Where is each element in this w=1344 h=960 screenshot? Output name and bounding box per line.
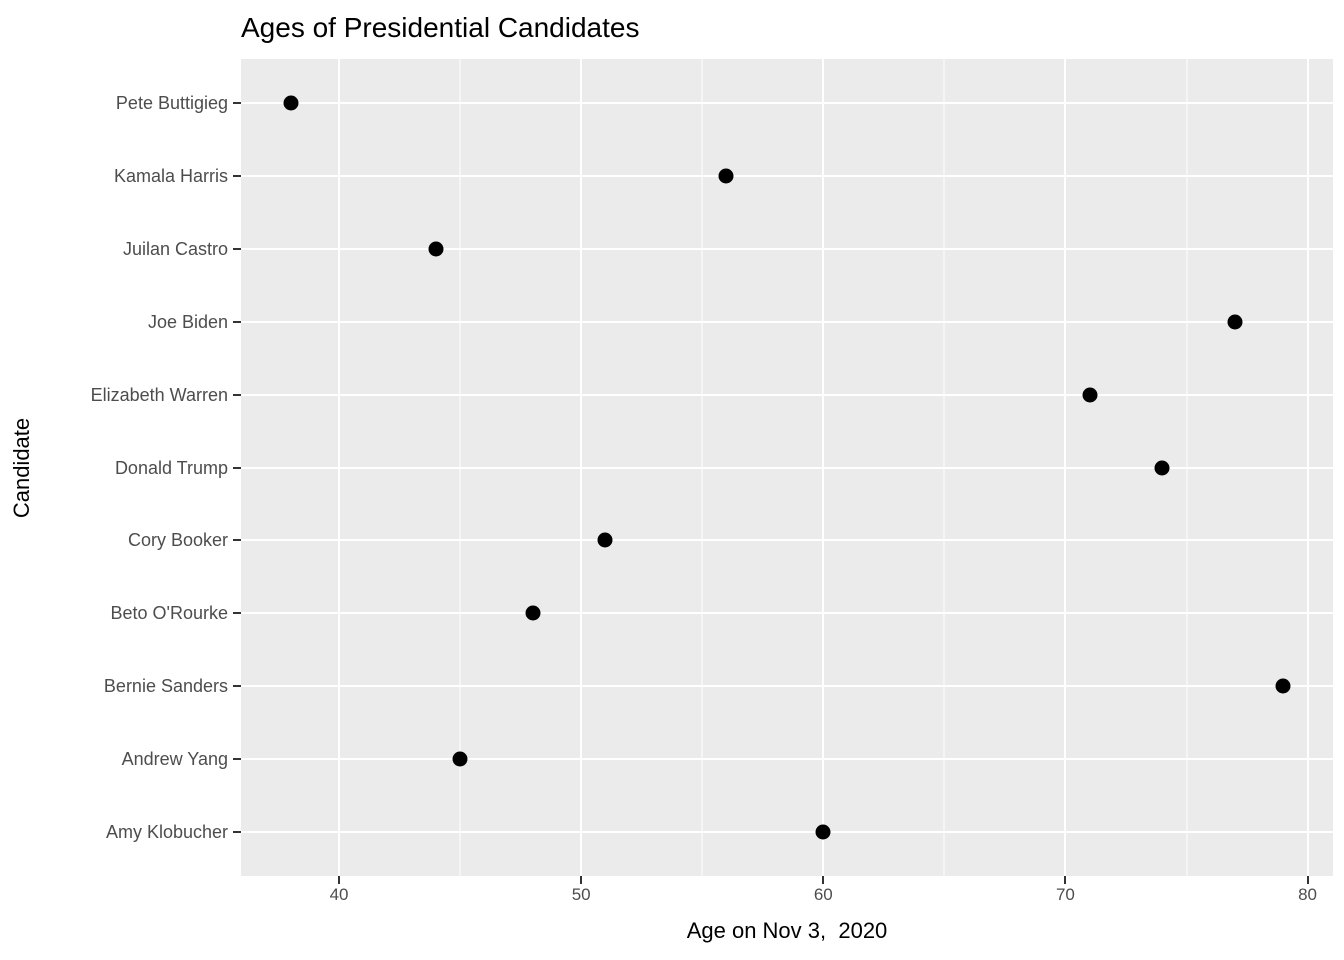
data-point bbox=[525, 605, 541, 621]
y-tick-label: Amy Klobucher bbox=[105, 822, 228, 843]
plot-panel bbox=[241, 59, 1333, 876]
data-point bbox=[1227, 314, 1243, 330]
y-tick-label: Kamala Harris bbox=[113, 165, 228, 186]
y-tick-label: Juilan Castro bbox=[122, 238, 228, 259]
x-tick-label: 80 bbox=[1298, 885, 1318, 904]
y-tick-label: Donald Trump bbox=[114, 457, 228, 478]
y-tick-label: Pete Buttigieg bbox=[115, 92, 228, 113]
gridline-major-horizontal bbox=[241, 320, 1333, 323]
data-point bbox=[283, 95, 299, 111]
x-axis-tick bbox=[1064, 876, 1067, 884]
gridline-major-horizontal bbox=[241, 101, 1333, 104]
gridline-major-horizontal bbox=[241, 539, 1333, 542]
x-tick-label: 50 bbox=[571, 885, 591, 904]
x-tick-label: 40 bbox=[329, 885, 349, 904]
gridline-major-horizontal bbox=[241, 466, 1333, 469]
x-tick-label: 70 bbox=[1055, 885, 1075, 904]
y-axis-tick bbox=[233, 685, 241, 688]
y-tick-label: Andrew Yang bbox=[121, 749, 228, 770]
x-axis-title: Age on Nov 3, 2020 bbox=[686, 918, 888, 943]
gridline-major-horizontal bbox=[241, 685, 1333, 688]
gridline-major-horizontal bbox=[241, 247, 1333, 250]
gridline-major-horizontal bbox=[241, 758, 1333, 761]
x-tick-label: 60 bbox=[813, 885, 833, 904]
data-point bbox=[718, 168, 734, 184]
gridline-major-horizontal bbox=[241, 831, 1333, 834]
gridline-major-horizontal bbox=[241, 174, 1333, 177]
x-axis-tick bbox=[580, 876, 583, 884]
gridline-major-horizontal bbox=[241, 612, 1333, 615]
y-tick-label: Beto O'Rourke bbox=[110, 603, 229, 624]
data-point bbox=[1154, 460, 1170, 475]
y-axis-tick bbox=[233, 174, 241, 177]
y-axis-tick bbox=[233, 320, 241, 323]
data-point bbox=[1275, 678, 1291, 694]
y-axis-tick bbox=[233, 831, 241, 834]
data-point bbox=[452, 751, 468, 767]
y-axis-tick bbox=[233, 466, 241, 469]
y-axis-tick bbox=[233, 539, 241, 542]
y-tick-label: Joe Biden bbox=[147, 311, 228, 332]
data-point bbox=[1082, 387, 1098, 403]
y-tick-label: Elizabeth Warren bbox=[90, 384, 228, 405]
x-axis-tick bbox=[1306, 876, 1309, 884]
x-axis-tick bbox=[822, 876, 825, 884]
y-axis-tick bbox=[233, 758, 241, 761]
y-tick-label: Bernie Sanders bbox=[103, 676, 228, 697]
x-axis-tick bbox=[338, 876, 341, 884]
gridline-major-horizontal bbox=[241, 393, 1333, 396]
data-point bbox=[428, 241, 444, 257]
y-axis-tick bbox=[233, 393, 241, 396]
y-axis-tick bbox=[233, 612, 241, 615]
data-point bbox=[597, 532, 613, 548]
y-axis-tick bbox=[233, 247, 241, 250]
y-axis-tick bbox=[233, 101, 241, 104]
chart-title: Ages of Presidential Candidates bbox=[241, 12, 640, 43]
y-tick-label: Cory Booker bbox=[127, 530, 228, 551]
data-point bbox=[815, 824, 831, 840]
